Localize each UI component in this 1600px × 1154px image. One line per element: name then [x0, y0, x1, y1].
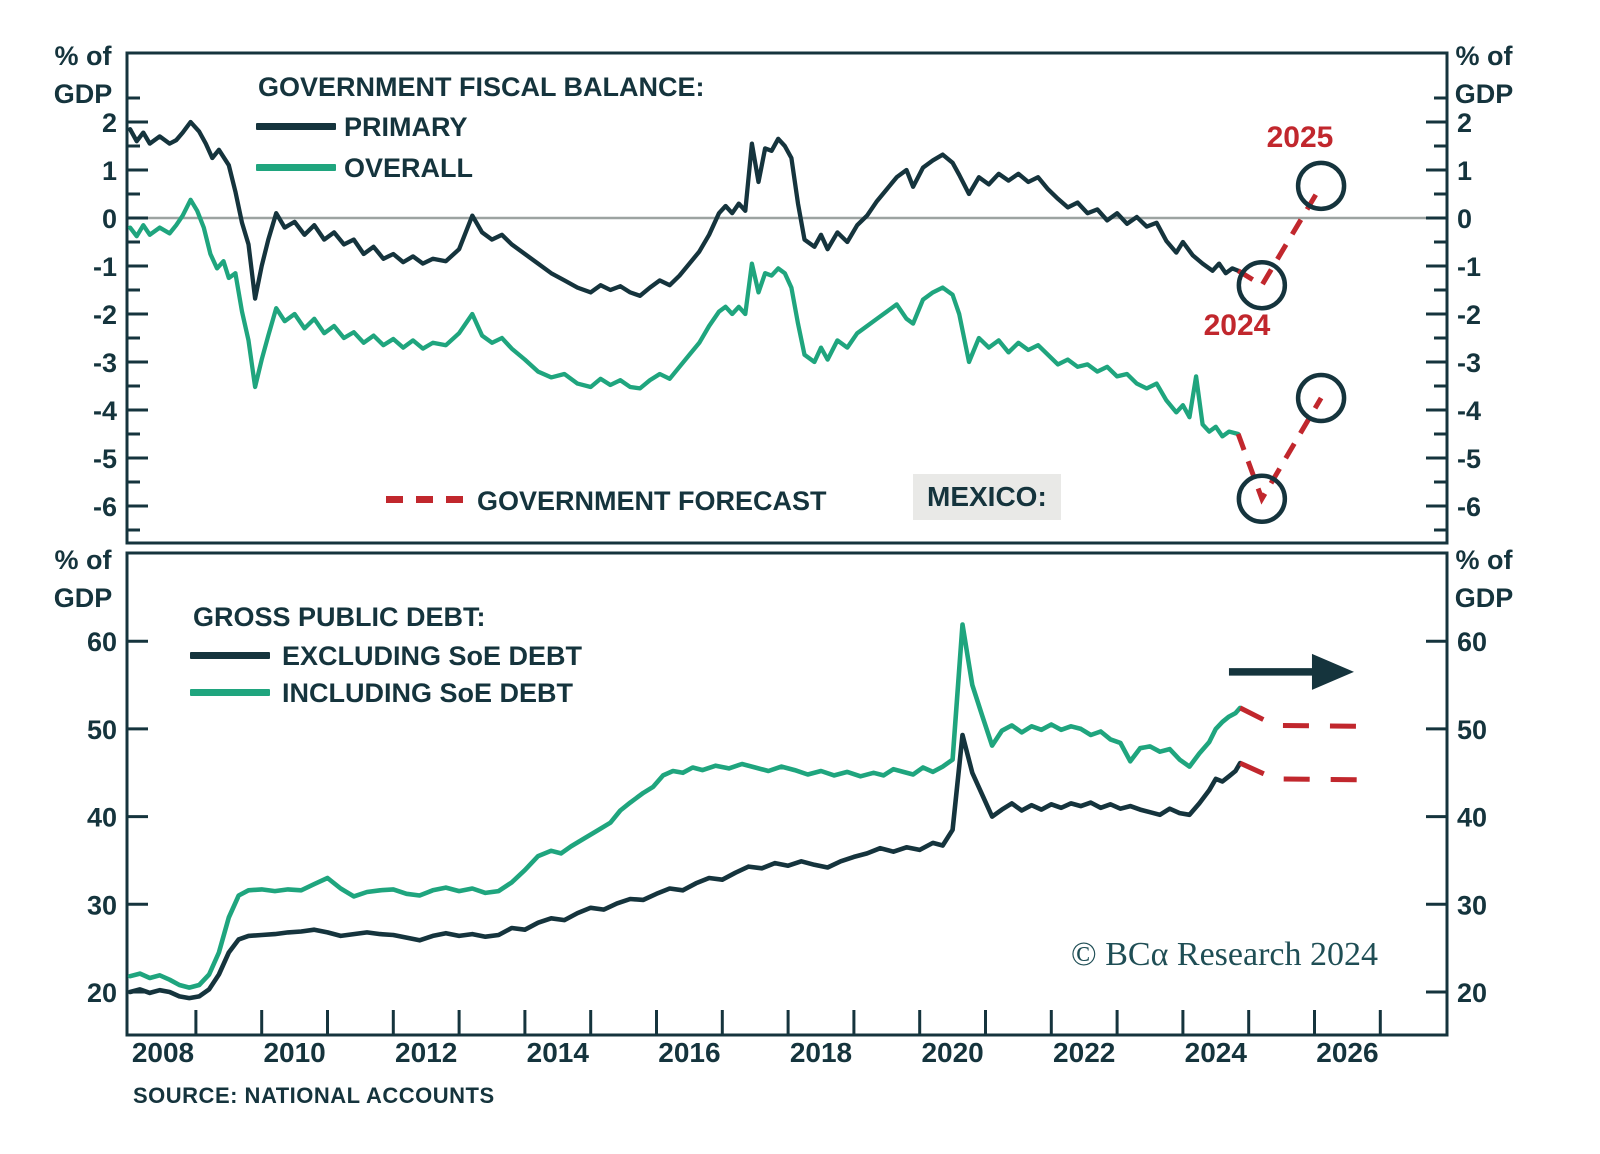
y-axis-unit-top-right: % of GDP — [1454, 41, 1514, 109]
y-tick-label: -6 — [1457, 492, 1481, 522]
y-tick-label: -1 — [1457, 252, 1481, 282]
forecast-dash-line — [1235, 396, 1324, 505]
y-tick-label: -6 — [93, 492, 117, 522]
x-axis-label: 2020 — [921, 1037, 983, 1068]
y-tick-label: -2 — [1457, 300, 1481, 330]
series-line-overall — [127, 197, 1241, 439]
x-axis-label: 2014 — [527, 1037, 590, 1068]
forecast-circle — [1295, 160, 1347, 212]
right-arrow-head — [1311, 653, 1354, 690]
y-tick-label: 20 — [1457, 978, 1487, 1008]
y-tick-label: 30 — [87, 890, 117, 920]
region-badge: MEXICO: — [913, 474, 1061, 520]
y-tick-label: -1 — [93, 252, 117, 282]
legend-label-overall: OVERALL — [344, 153, 474, 183]
including-soe-line-swatch — [190, 689, 270, 696]
debt-legend-title: GROSS PUBLIC DEBT: — [193, 602, 486, 632]
fiscal-legend-title: GOVERNMENT FISCAL BALANCE: — [258, 72, 705, 102]
overall-line-swatch — [256, 164, 336, 171]
y-tick-label: -3 — [93, 348, 117, 378]
forecast-dash-line — [1239, 760, 1361, 783]
forecast-dash-line — [1236, 184, 1324, 289]
series-line-including-soe-debt — [127, 622, 1243, 990]
forecast-year-2024: 2024 — [1203, 309, 1271, 342]
y-axis-unit-bottom-left: % of GDP — [53, 545, 113, 613]
public-debt-panel: 60 60 50 50 40 40 30 30 20 20 — [87, 551, 1487, 1037]
forecast-dash-line — [1238, 705, 1361, 729]
forecast-circle — [1236, 473, 1288, 525]
series-line-excluding-soe-debt — [127, 732, 1243, 1001]
forecast-dash-swatch — [386, 496, 464, 503]
primary-line-swatch — [256, 123, 336, 130]
y-tick-label: 1 — [1457, 156, 1472, 186]
forecast-legend-label: GOVERNMENT FORECAST — [477, 486, 827, 516]
source-note: SOURCE: NATIONAL ACCOUNTS — [133, 1083, 495, 1108]
x-axis-label: 2016 — [658, 1037, 720, 1068]
y-tick-label: 50 — [1457, 715, 1487, 745]
x-axis-label: 2024 — [1185, 1037, 1248, 1068]
excluding-soe-line-swatch — [190, 652, 270, 659]
panel-border — [125, 51, 1449, 545]
y-axis-unit-top-left: % of GDP — [53, 41, 113, 109]
bca-watermark: © BCα Research 2024 — [1070, 936, 1378, 973]
x-axis-label: 2022 — [1053, 1037, 1115, 1068]
forecast-circle — [1295, 372, 1347, 424]
y-tick-label: -2 — [93, 300, 117, 330]
y-tick-label: 60 — [1457, 627, 1487, 657]
y-tick-label: 40 — [1457, 803, 1487, 833]
y-tick-label: -4 — [1457, 396, 1481, 426]
forecast-circle — [1236, 259, 1288, 311]
y-tick-label: 0 — [102, 204, 117, 234]
legend-label-including-soe: INCLUDING SoE DEBT — [282, 678, 574, 708]
y-tick-label: 50 — [87, 715, 117, 745]
y-tick-label: 40 — [87, 803, 117, 833]
y-tick-label: -5 — [93, 444, 117, 474]
y-tick-label: -5 — [1457, 444, 1481, 474]
y-tick-label: -4 — [93, 396, 117, 426]
panel-border — [125, 551, 1449, 1037]
legend-label-primary: PRIMARY — [344, 112, 468, 142]
y-tick-label: 60 — [87, 627, 117, 657]
x-axis-label: 2008 — [132, 1037, 194, 1068]
y-tick-label: 2 — [102, 108, 117, 138]
legend-label-excluding-soe: EXCLUDING SoE DEBT — [282, 641, 583, 671]
x-axis-label: 2018 — [790, 1037, 852, 1068]
y-tick-label: 1 — [102, 156, 117, 186]
x-axis-label: 2010 — [263, 1037, 325, 1068]
y-tick-label: 20 — [87, 978, 117, 1008]
forecast-year-2025: 2025 — [1266, 121, 1334, 154]
y-tick-label: 30 — [1457, 890, 1487, 920]
y-tick-label: -3 — [1457, 348, 1481, 378]
fiscal-balance-panel: 2 2 1 1 0 0 -1 -1 -2 -2 -3 -3 -4 -4 -5 -5 -6 -6 — [93, 51, 1481, 545]
x-axis-label: 2026 — [1316, 1037, 1378, 1068]
y-tick-label: 0 — [1457, 204, 1472, 234]
x-axis-label: 2012 — [395, 1037, 457, 1068]
y-axis-unit-bottom-right: % of GDP — [1454, 545, 1514, 613]
y-tick-label: 2 — [1457, 108, 1472, 138]
series-line-primary — [127, 119, 1241, 301]
